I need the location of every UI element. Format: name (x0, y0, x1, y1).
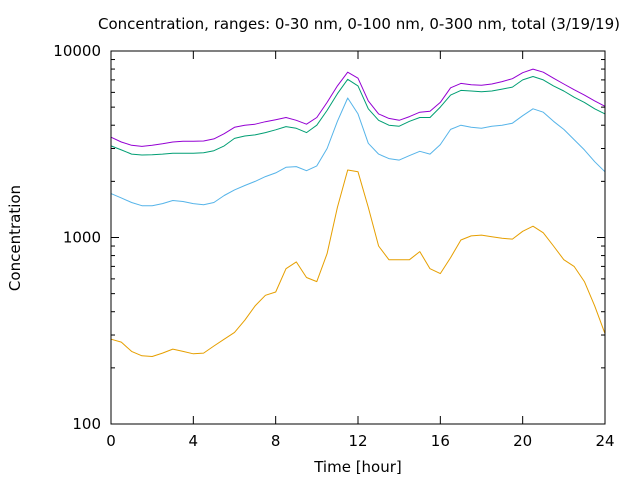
x-tick-label: 20 (513, 432, 532, 450)
series-line-2 (110, 97, 606, 207)
y-tick-label: 10000 (53, 42, 101, 60)
series-line-4 (110, 68, 606, 147)
series-line-1 (110, 169, 606, 357)
y-axis-label: Concentration (6, 185, 24, 291)
x-tick-label: 24 (595, 432, 614, 450)
x-tick-label: 16 (431, 432, 450, 450)
x-tick-label: 8 (271, 432, 281, 450)
x-axis-label: Time [hour] (313, 458, 402, 476)
series-line-3 (110, 76, 606, 156)
series-layer (110, 68, 606, 357)
x-tick-label: 4 (189, 432, 199, 450)
y-tick-label: 100 (72, 415, 101, 433)
chart-title: Concentration, ranges: 0-30 nm, 0-100 nm… (98, 15, 620, 33)
plot-frame (110, 50, 606, 425)
x-tick-label: 12 (348, 432, 367, 450)
y-tick-label: 1000 (63, 229, 101, 247)
x-tick-label: 0 (106, 432, 116, 450)
tick-label-layer: 0 4 8 12 16 20 24 100 1000 10000 (53, 42, 614, 450)
